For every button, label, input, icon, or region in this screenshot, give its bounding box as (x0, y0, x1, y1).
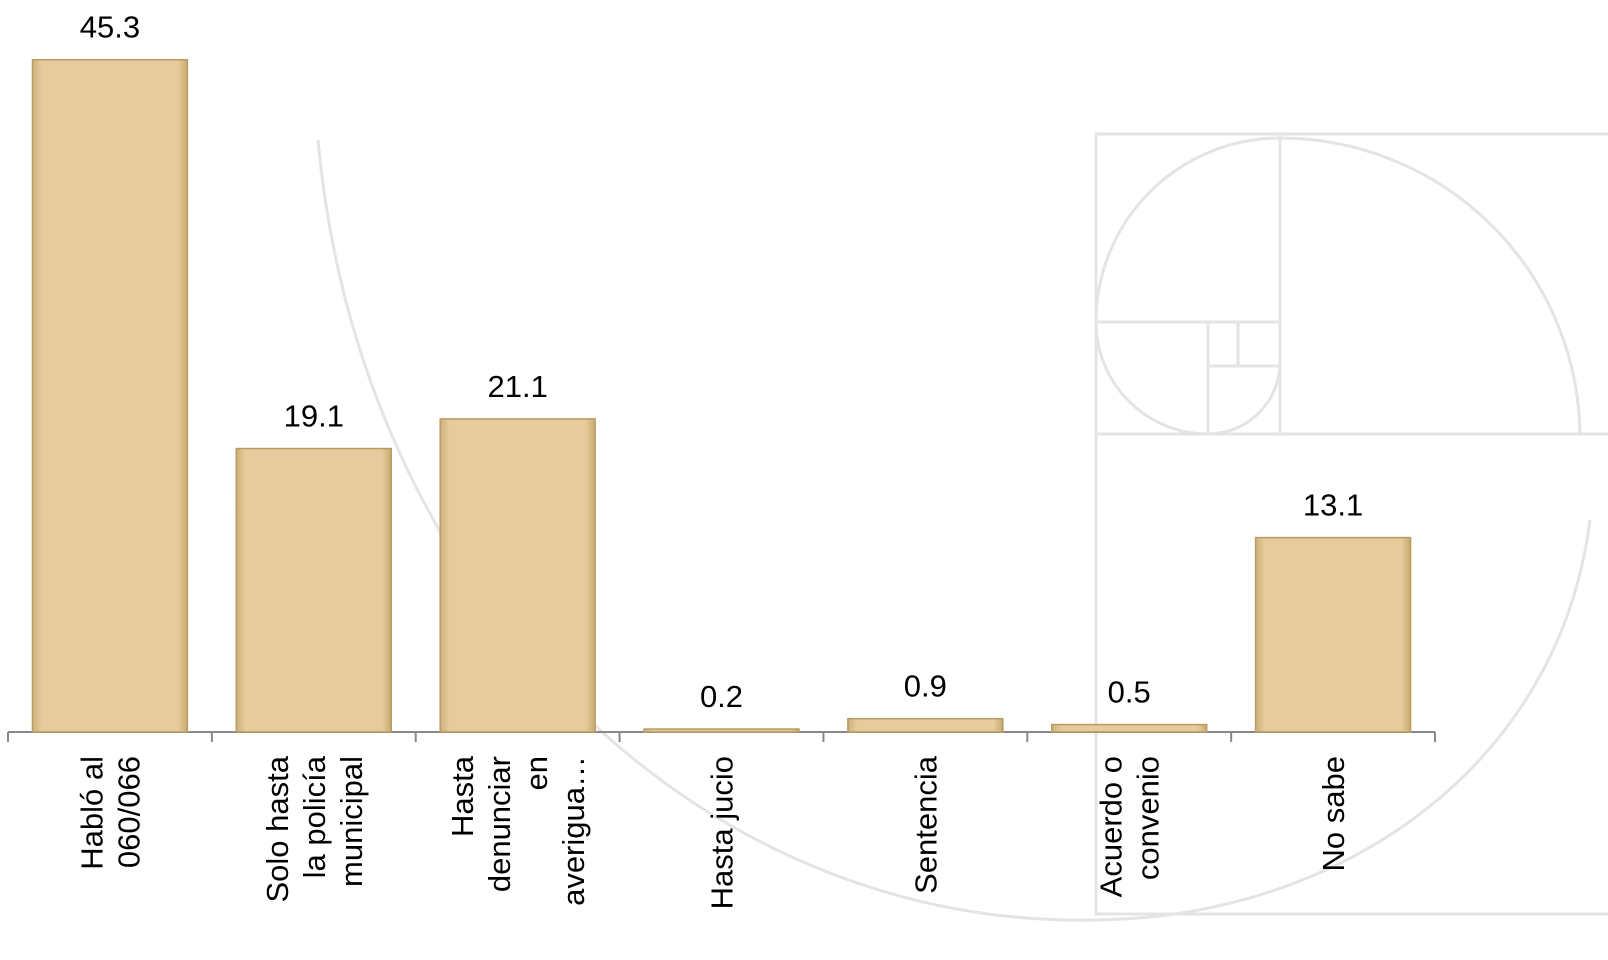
background-decoration (316, 132, 1608, 922)
data-label: 0.2 (700, 679, 743, 714)
data-label: 0.9 (904, 669, 947, 704)
bar (643, 728, 800, 733)
x-tick-label: Acuerdo o (1094, 756, 1129, 897)
data-label: 45.3 (80, 10, 140, 45)
data-label: 21.1 (487, 369, 547, 404)
x-tick-label: la policía (297, 755, 332, 878)
x-tick-label: convenio (1131, 756, 1166, 880)
x-tick-label: No sabe (1316, 756, 1351, 871)
x-tick-label: Habló al (74, 756, 109, 870)
x-tick-label: 060/066 (111, 756, 146, 868)
bar (847, 717, 1004, 733)
x-tick-label: municipal (334, 756, 369, 887)
x-tick-label: averigua… (556, 756, 591, 906)
x-tick-label: en (519, 756, 554, 790)
x-tick-label: Solo hasta (260, 755, 295, 902)
bar (1254, 536, 1412, 733)
data-label: 0.5 (1108, 675, 1151, 710)
bar (31, 58, 189, 733)
bar (439, 418, 596, 733)
x-tick-label: Hasta jucio (705, 756, 740, 909)
x-tick-label: Hasta (445, 755, 480, 837)
data-label: 19.1 (284, 399, 344, 434)
bar (1050, 723, 1208, 733)
data-label: 13.1 (1303, 488, 1363, 523)
x-tick-label: Sentencia (908, 755, 943, 894)
bar (235, 447, 393, 733)
x-tick-label: denunciar (482, 756, 517, 892)
